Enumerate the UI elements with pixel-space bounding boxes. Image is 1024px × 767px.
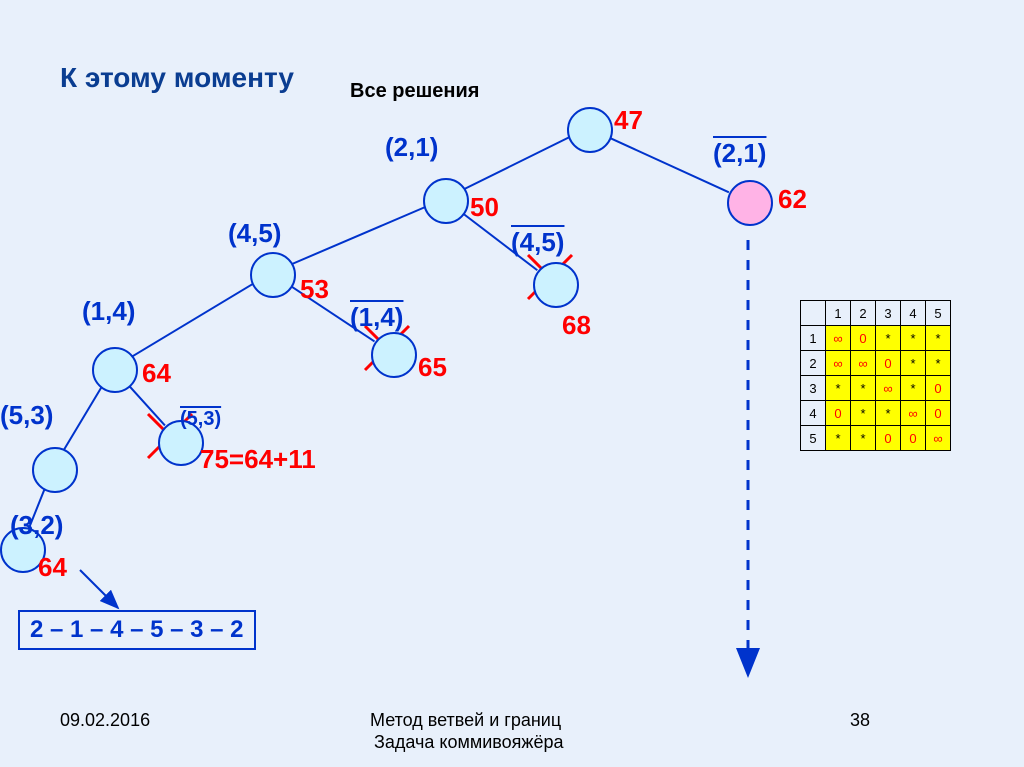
footer-date: 09.02.2016 bbox=[60, 710, 150, 731]
node-label: (1,4) bbox=[350, 302, 403, 333]
tree-node bbox=[92, 347, 138, 393]
tree-node bbox=[32, 447, 78, 493]
node-label: (5,3) bbox=[180, 408, 221, 431]
node-label: (2,1) bbox=[385, 132, 438, 163]
bound-value: 62 bbox=[778, 184, 807, 215]
all-solutions-label: Все решения bbox=[350, 80, 479, 103]
tree-node bbox=[727, 180, 773, 226]
tree-node bbox=[250, 252, 296, 298]
node-label: (4,5) bbox=[511, 227, 564, 258]
tree-node bbox=[533, 262, 579, 308]
node-label: (4,5) bbox=[228, 218, 281, 249]
bound-value: 50 bbox=[470, 192, 499, 223]
bound-value: 64 bbox=[38, 552, 67, 583]
bound-value: 64 bbox=[142, 358, 171, 389]
footer-subject-1: Метод ветвей и границ bbox=[370, 710, 561, 731]
cost-matrix: 12345 1∞0***2∞∞0**3**∞*040**∞05**00∞ bbox=[800, 300, 951, 451]
bound-value: 65 bbox=[418, 352, 447, 383]
bound-value: 47 bbox=[614, 105, 643, 136]
node-label: (5,3) bbox=[0, 400, 53, 431]
tree-node bbox=[423, 178, 469, 224]
tree-node bbox=[371, 332, 417, 378]
bound-value: 75=64+11 bbox=[200, 444, 316, 475]
node-label: (2,1) bbox=[713, 138, 766, 169]
tree-node bbox=[567, 107, 613, 153]
solution-box: 2 – 1 – 4 – 5 – 3 – 2 bbox=[18, 610, 256, 650]
node-label: (1,4) bbox=[82, 296, 135, 327]
node-label: (3,2) bbox=[10, 510, 63, 541]
footer-subject-2: Задача коммивояжёра bbox=[374, 732, 563, 753]
footer-page: 38 bbox=[850, 710, 870, 731]
bound-value: 68 bbox=[562, 310, 591, 341]
bound-value: 53 bbox=[300, 274, 329, 305]
page-title: К этому моменту bbox=[60, 62, 294, 94]
